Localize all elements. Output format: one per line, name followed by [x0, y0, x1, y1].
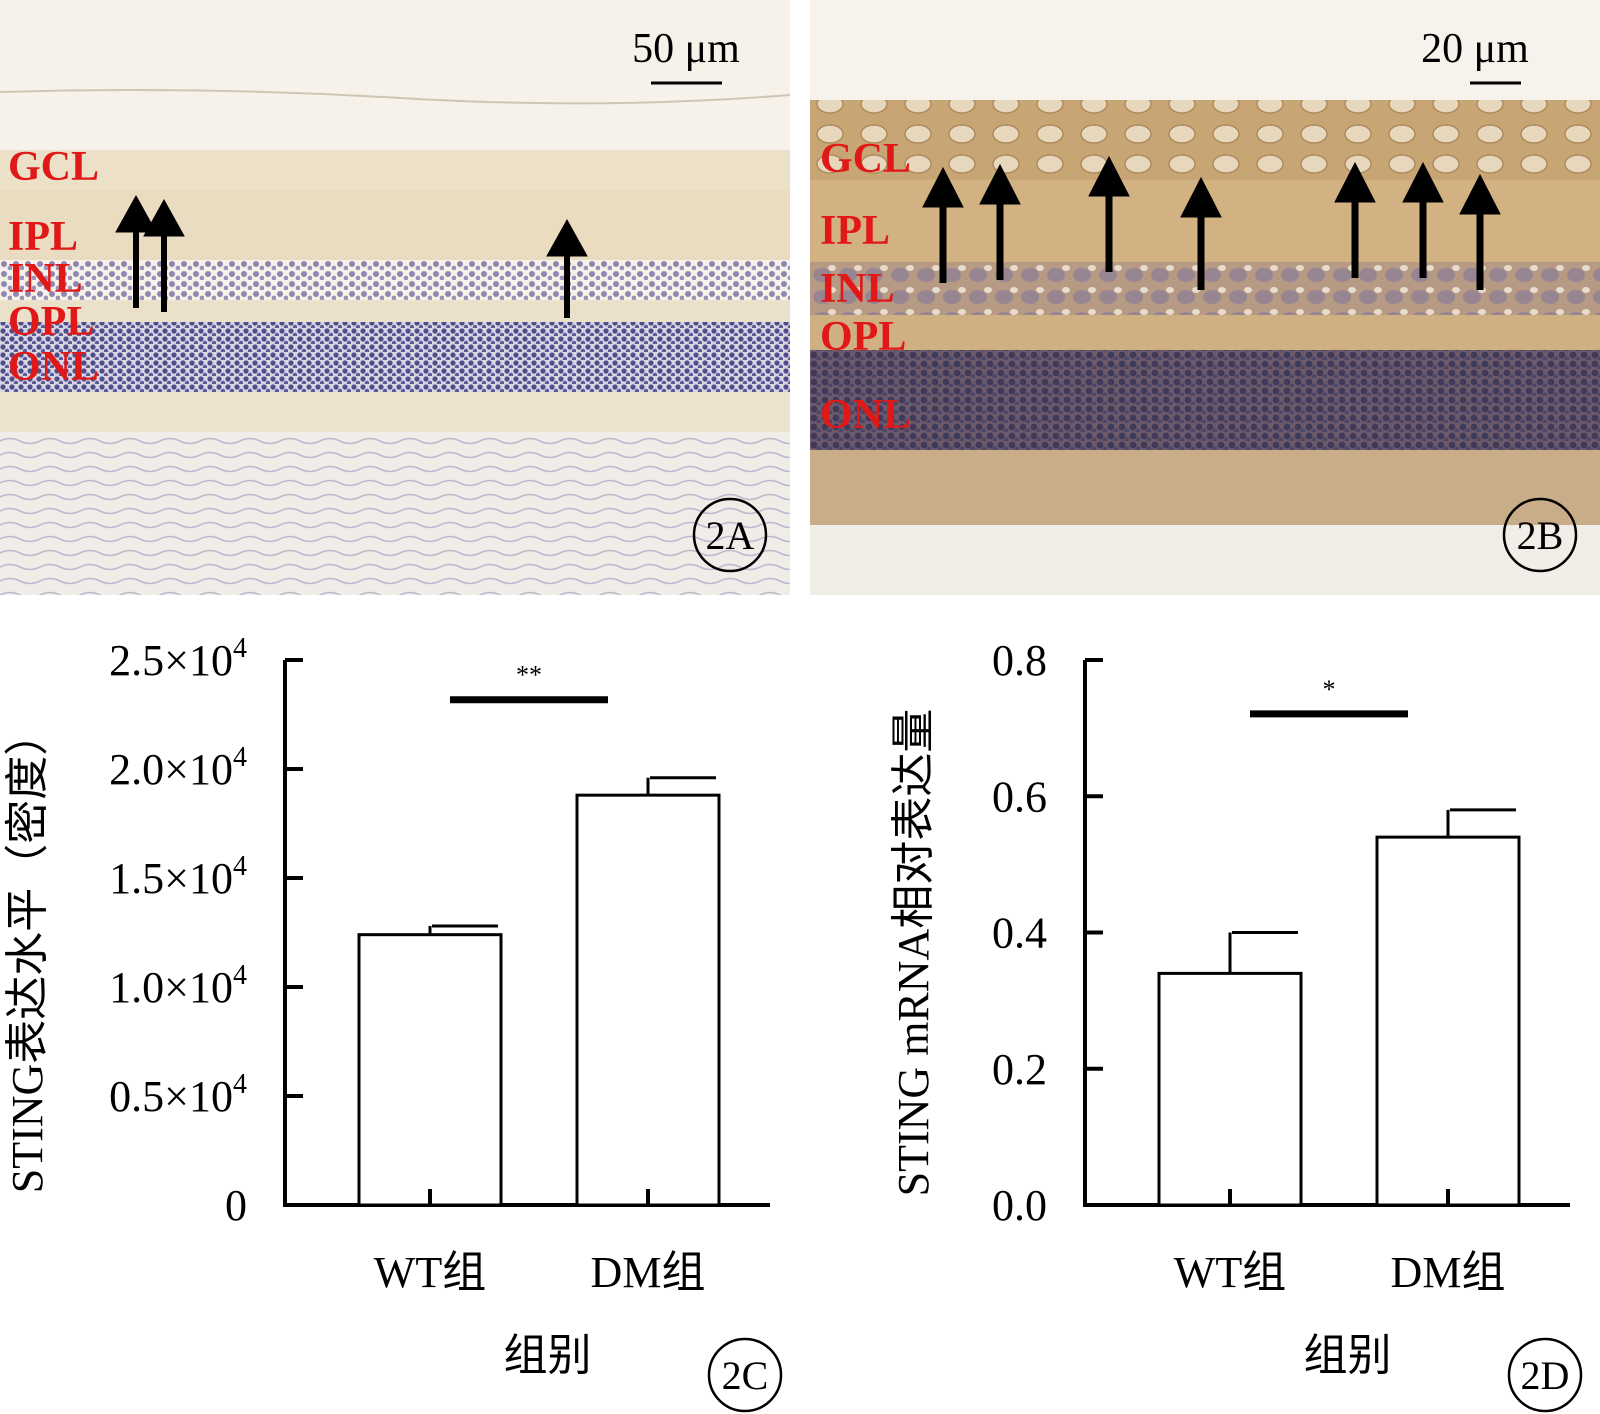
scale-bar-label-2a: 50 μm	[632, 26, 740, 72]
scale-bar-label-2b: 20 μm	[1421, 26, 1529, 72]
chart-2d-bar	[1375, 835, 1521, 1207]
chart-2c-y-tick-label: 0.5×104	[109, 1069, 247, 1121]
layer-label-ipl-2a: IPL	[8, 214, 78, 260]
layer-label-onl-2a: ONL	[8, 344, 99, 390]
layer-label-opl-2b: OPL	[820, 314, 906, 360]
chart-2d-x-axis-title: 组别	[1304, 1331, 1392, 1380]
layer-label-onl-2b: ONL	[820, 392, 911, 438]
bar-chart-2c: 0 0.5×104 1.0×104 1.5×104 2.0×104 2.5×104 WT组 D…	[3, 633, 783, 1413]
chart-2d-panel-circle	[1507, 1337, 1583, 1413]
chart-2c-category-label: WT组	[374, 1248, 486, 1297]
chart-2c-y-tick-label: 1.0×104	[109, 960, 247, 1012]
chart-2d-y-tick-label: 0.8	[992, 636, 1047, 685]
chart-2d-y-axis-title: STING mRNA相对表达量	[889, 709, 938, 1197]
layer-label-opl-2a: OPL	[8, 299, 94, 345]
chart-2d-y-tick-label: 0.2	[992, 1045, 1047, 1094]
chart-2d-y-tick-label: 0.4	[992, 909, 1047, 958]
chart-2c-panel-circle	[707, 1337, 783, 1413]
chart-2d-category-label: WT组	[1174, 1248, 1286, 1297]
chart-2c-y-tick-label: 2.5×104	[109, 633, 247, 685]
chart-2c-y-tick-label: 2.0×104	[109, 742, 247, 794]
chart-2c-y-axis-title: STING表达水平（密度）	[3, 712, 52, 1194]
chart-2c-panel-letter: 2C	[722, 1353, 769, 1398]
chart-2d-panel-letter: 2D	[1521, 1353, 1570, 1398]
chart-2d-y-tick-label: 0.6	[992, 772, 1047, 821]
chart-2c-bar	[575, 793, 721, 1207]
layer-label-inl-2a: INL	[8, 256, 83, 302]
chart-2d-bar	[1157, 971, 1303, 1207]
chart-2c-bar	[357, 933, 503, 1207]
layer-label-gcl-2b: GCL	[820, 136, 911, 182]
panel-letter-2b: 2B	[1517, 513, 1564, 558]
layer-label-gcl-2a: GCL	[8, 144, 99, 190]
micrograph-2a: 50 μm GCL IPL INL OPL ONL 2A	[0, 0, 790, 595]
arrow-markers-2b	[922, 155, 1501, 290]
chart-2c-y-tick-label: 0	[225, 1181, 247, 1230]
panel-letter-2a: 2A	[706, 513, 755, 558]
chart-2d-category-label: DM组	[1391, 1248, 1506, 1297]
micrograph-2b: 20 μm GCL IPL INL OPL ONL 2B	[810, 0, 1600, 595]
chart-2c-significance-label: **	[516, 661, 542, 690]
bar-chart-2d: 0.0 0.2 0.4 0.6 0.8 WT组 DM组 * 组别 STING mRNA相对表达量 2…	[889, 636, 1583, 1413]
arrow-markers-2a	[115, 194, 588, 318]
layer-label-ipl-2b: IPL	[820, 208, 890, 254]
chart-2c-y-tick-label: 1.5×104	[109, 851, 247, 903]
chart-2c-x-axis-title: 组别	[504, 1331, 592, 1380]
chart-2d-significance-label: *	[1323, 675, 1336, 704]
chart-2d-y-tick-label: 0.0	[992, 1181, 1047, 1230]
layer-label-inl-2b: INL	[820, 266, 895, 312]
chart-2c-category-label: DM组	[591, 1248, 706, 1297]
